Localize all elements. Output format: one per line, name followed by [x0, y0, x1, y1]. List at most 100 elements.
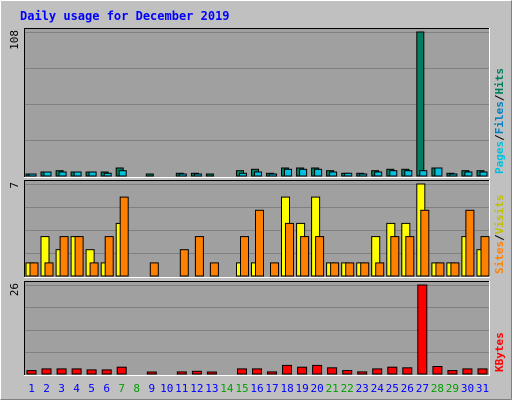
bar-sites-29 [450, 262, 460, 277]
legend-entry: / [493, 134, 506, 141]
x-tick-label-7: 7 [118, 382, 125, 395]
bar-kbytes-7 [116, 366, 127, 375]
x-tick-label-19: 19 [295, 382, 308, 395]
bar-sites-3 [59, 236, 69, 277]
bar-sites-24 [375, 262, 385, 277]
bar-kbytes-18 [282, 364, 292, 375]
legend-entry: Files [493, 101, 506, 134]
bar-files-31 [479, 171, 488, 177]
bar-files-5 [88, 171, 97, 177]
bar-kbytes-21 [327, 367, 338, 375]
x-tick-label-1: 1 [28, 382, 35, 395]
bar-kbytes-19 [297, 366, 308, 375]
bar-kbytes-6 [101, 369, 112, 375]
bar-kbytes-1 [26, 370, 37, 375]
x-tick-label-26: 26 [401, 382, 414, 395]
bar-kbytes-31 [477, 368, 488, 375]
bar-files-3 [58, 171, 67, 177]
x-tick-label-14: 14 [220, 382, 234, 395]
bar-kbytes-4 [71, 368, 82, 375]
x-tick-label-31: 31 [476, 382, 489, 395]
bar-kbytes-23 [357, 371, 368, 375]
bar-files-27 [419, 170, 428, 177]
x-tick-label-8: 8 [133, 382, 140, 395]
x-tick-label-15: 15 [235, 382, 248, 395]
panel-visits-sites: 7 Sites/Visits [8, 180, 506, 278]
bar-hits-27 [416, 31, 425, 177]
bar-files-11 [178, 173, 187, 177]
bar-sites-11 [179, 249, 189, 277]
x-tick-label-20: 20 [310, 382, 323, 395]
x-tick-label-17: 17 [265, 382, 278, 395]
x-tick-label-10: 10 [160, 382, 173, 395]
bar-kbytes-12 [191, 370, 202, 375]
x-tick-label-29: 29 [446, 382, 459, 395]
x-tick-label-9: 9 [148, 382, 155, 395]
bar-sites-31 [480, 236, 490, 277]
bar-hits-13 [205, 173, 214, 177]
bar-kbytes-30 [462, 368, 473, 375]
bar-files-17 [269, 173, 277, 177]
x-tick-label-28: 28 [431, 382, 444, 395]
bar-files-15 [239, 172, 247, 177]
bar-kbytes-20 [312, 364, 323, 375]
bar-sites-9 [149, 262, 159, 277]
bar-files-28 [434, 167, 443, 177]
bar-sites-6 [104, 236, 114, 277]
x-tick-label-5: 5 [88, 382, 95, 395]
x-tick-label-23: 23 [356, 382, 369, 395]
bar-files-1 [28, 173, 37, 177]
bar-files-20 [314, 168, 323, 177]
bar-files-18 [284, 168, 292, 177]
legend: Sites/Visits [493, 195, 506, 275]
bar-kbytes-9 [146, 371, 157, 375]
bar-kbytes-24 [372, 368, 383, 375]
bar-sites-25 [390, 236, 400, 277]
plot-area [24, 281, 490, 376]
bar-sites-1 [29, 262, 39, 277]
bar-kbytes-27 [417, 284, 428, 375]
bar-files-30 [464, 171, 473, 177]
bar-kbytes-26 [402, 367, 413, 375]
bar-files-7 [118, 170, 127, 177]
legend-entry: KBytes [493, 332, 506, 372]
bar-files-24 [374, 171, 383, 177]
bar-sites-19 [300, 236, 310, 277]
bar-files-19 [299, 168, 308, 177]
bar-sites-12 [194, 236, 204, 277]
bar-hits-9 [145, 173, 154, 177]
x-tick-label-25: 25 [386, 382, 399, 395]
bar-files-2 [43, 171, 52, 177]
x-tick-label-21: 21 [326, 382, 339, 395]
bar-sites-2 [44, 262, 54, 277]
bar-files-22 [344, 172, 353, 177]
x-tick-label-24: 24 [371, 382, 385, 395]
legend: Pages/Files/Hits [493, 68, 506, 174]
bar-files-29 [449, 173, 458, 177]
bar-kbytes-13 [206, 371, 217, 375]
bar-sites-16 [255, 209, 264, 277]
legend-entry: Visits [493, 195, 506, 235]
x-axis-labels: 1 2 3 4 5 6 7 8 9 10 11 12 13 14 15 16 17 18 19 20 21 22 23 24 2… [28, 382, 489, 395]
x-tick-label-18: 18 [280, 382, 293, 395]
bar-kbytes-28 [432, 366, 443, 375]
bar-kbytes-29 [447, 370, 458, 375]
bar-sites-22 [345, 262, 355, 277]
legend-entry: Hits [493, 68, 506, 95]
x-tick-label-6: 6 [103, 382, 110, 395]
bar-kbytes-3 [56, 368, 67, 375]
bar-files-16 [254, 171, 262, 177]
x-tick-label-22: 22 [341, 382, 354, 395]
x-tick-label-4: 4 [73, 382, 80, 395]
bar-sites-13 [209, 262, 219, 277]
bar-kbytes-25 [387, 366, 398, 375]
bar-sites-28 [435, 262, 445, 277]
bar-kbytes-16 [252, 368, 262, 375]
legend-entry: / [493, 234, 506, 241]
bar-sites-30 [465, 209, 475, 277]
bar-sites-26 [405, 236, 415, 277]
bar-sites-5 [89, 262, 99, 277]
